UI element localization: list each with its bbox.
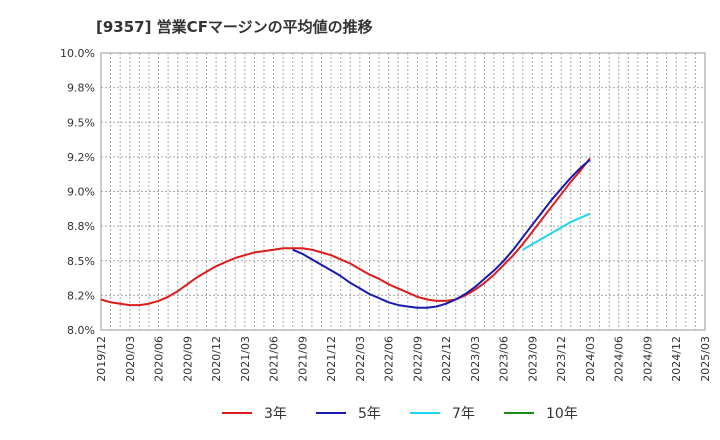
series-line-7年 [522, 212, 591, 251]
x-tick-label: 2023/12 [555, 336, 568, 382]
x-tick-label: 2020/09 [181, 336, 194, 382]
legend-label: 3年 [264, 406, 287, 422]
series-line-5年 [292, 158, 591, 309]
x-tick-label: 2020/03 [124, 336, 137, 382]
y-tick-label: 8.8% [67, 220, 95, 233]
x-tick-label: 2025/03 [699, 336, 712, 382]
y-tick-label: 9.8% [67, 82, 95, 95]
series-lines [100, 157, 591, 309]
x-tick-label: 2021/03 [239, 336, 252, 382]
y-tick-label: 9.0% [67, 186, 95, 199]
x-tick-label: 2021/12 [325, 336, 338, 382]
x-tick-label: 2024/09 [641, 336, 654, 382]
x-tick-label: 2021/09 [296, 336, 309, 382]
x-axis-ticks: 2019/12 2020/03 2020/06 2020/09 2020/12 2021/… [95, 336, 712, 382]
chart-title: [9357] 営業CFマージンの平均値の推移 [96, 18, 373, 36]
y-tick-label: 9.2% [67, 151, 95, 164]
legend-label: 5年 [358, 406, 381, 422]
x-tick-label: 2021/06 [268, 336, 281, 382]
x-tick-label: 2024/06 [613, 336, 626, 382]
x-tick-label: 2024/03 [584, 336, 597, 382]
legend: 3年 5年 7年 10年 [222, 406, 578, 422]
y-tick-label: 10.0% [60, 47, 95, 60]
y-tick-label: 9.5% [67, 116, 95, 129]
x-tick-label: 2022/09 [411, 336, 424, 382]
x-tick-label: 2022/06 [383, 336, 396, 382]
x-tick-label: 2022/12 [440, 336, 453, 382]
x-tick-label: 2019/12 [95, 336, 108, 382]
series-line-3年 [100, 157, 591, 307]
x-tick-label: 2023/09 [526, 336, 539, 382]
x-tick-label: 2023/03 [469, 336, 482, 382]
x-tick-label: 2022/03 [354, 336, 367, 382]
x-tick-label: 2020/06 [153, 336, 166, 382]
legend-label: 7年 [452, 406, 475, 422]
x-tick-label: 2020/12 [210, 336, 223, 382]
legend-label: 10年 [546, 406, 578, 422]
x-tick-label: 2024/12 [670, 336, 683, 382]
y-tick-label: 8.2% [67, 289, 95, 302]
y-tick-label: 8.5% [67, 255, 95, 268]
y-tick-label: 8.0% [67, 324, 95, 337]
y-axis-ticks: 8.0% 8.2% 8.5% 8.8% 9.0% 9.2% 9.5% 9.8% 10.0% [60, 47, 95, 337]
plot-area [100, 52, 706, 331]
x-tick-label: 2023/06 [498, 336, 511, 382]
